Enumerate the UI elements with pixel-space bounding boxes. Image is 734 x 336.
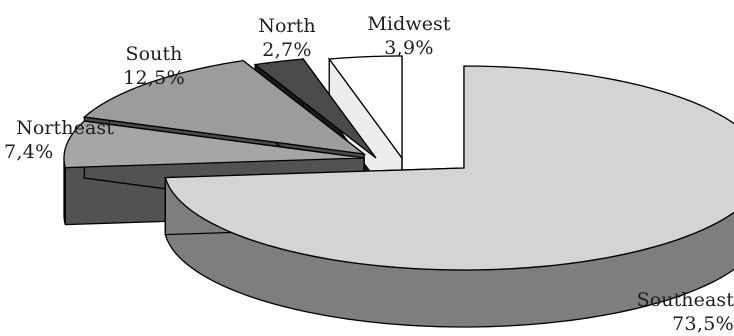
slice-label-midwest-name: Midwest	[367, 13, 451, 35]
pie-slice-northeast	[63, 120, 365, 169]
slice-label-northeast-value: 7,4%	[4, 141, 54, 163]
slice-label-north: North 2,7%	[245, 14, 329, 62]
slice-label-south-value: 12,5%	[123, 67, 185, 89]
slice-label-southeast-name: Southeast	[636, 289, 734, 311]
pie-slice-north	[253, 58, 377, 159]
slice-label-south-name: South	[125, 43, 183, 65]
slice-label-south: South 12,5%	[112, 42, 196, 90]
slice-label-north-name: North	[258, 15, 316, 37]
slice-label-midwest: Midwest 3,9%	[356, 12, 462, 60]
slice-label-northeast-name: Northeast	[16, 117, 114, 139]
pie-slice-southeast	[164, 65, 734, 271]
slice-label-northeast: Northeast 7,4%	[4, 116, 114, 164]
slice-label-midwest-value: 3,9%	[384, 37, 434, 59]
pie-slice-south	[82, 59, 367, 155]
slice-label-southeast: Southeast 73,5%	[610, 288, 734, 336]
slice-label-north-value: 2,7%	[262, 39, 312, 61]
pie-slice-tops	[63, 55, 734, 271]
pie-slice-midwest	[328, 55, 403, 160]
slice-label-southeast-value: 73,5%	[672, 313, 734, 335]
